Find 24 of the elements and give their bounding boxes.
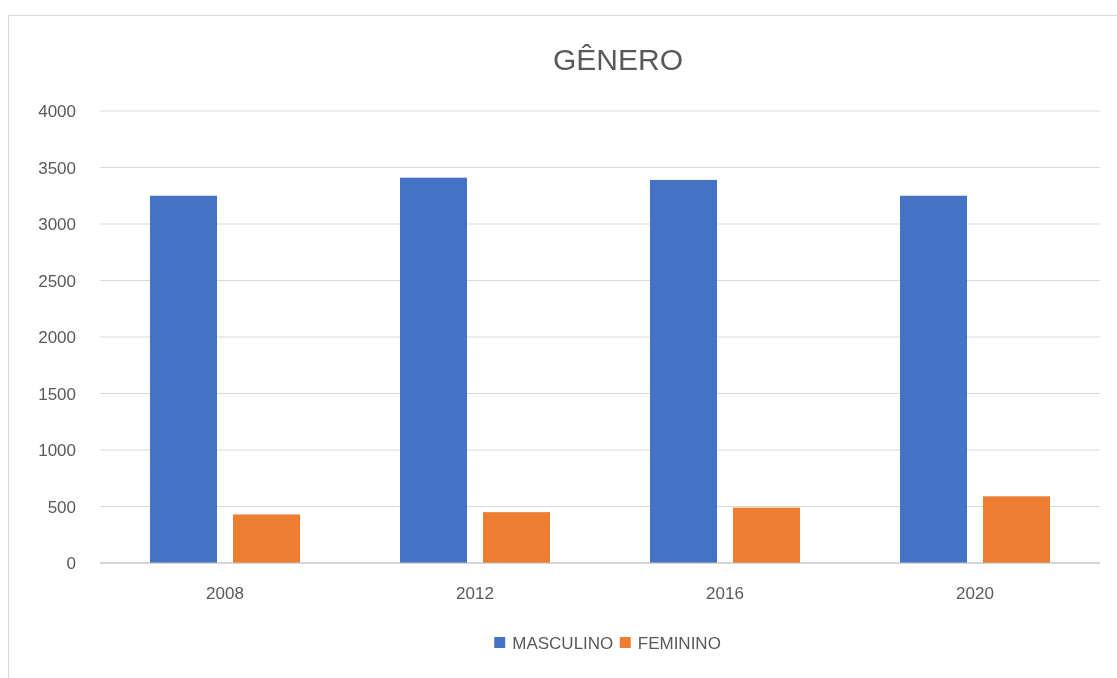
chart-title: GÊNERO [552, 43, 684, 76]
bar [983, 496, 1050, 563]
legend-label: MASCULINO [512, 634, 614, 653]
bar [650, 179, 717, 563]
y-tick-label: 1000 [38, 441, 76, 460]
bar [233, 514, 300, 563]
y-tick-label: 1500 [38, 384, 76, 404]
y-tick-label: 2000 [38, 328, 76, 347]
bar [733, 507, 800, 563]
bar [150, 195, 217, 563]
x-tick-label: 2020 [956, 584, 994, 603]
bar [483, 512, 550, 563]
y-tick-label: 2500 [38, 271, 76, 291]
bar [400, 177, 467, 563]
y-tick-label: 500 [47, 497, 76, 517]
x-tick-label: 2012 [456, 584, 494, 603]
x-tick-label: 2008 [206, 584, 244, 603]
x-tick-label: 2016 [706, 584, 744, 603]
y-tick-label: 0 [66, 554, 76, 573]
bar [900, 195, 967, 563]
y-tick-label: 3500 [38, 158, 76, 178]
y-tick-label: 4000 [38, 102, 76, 121]
y-tick-label: 3000 [38, 215, 76, 234]
legend-label: FEMININO [637, 634, 721, 653]
